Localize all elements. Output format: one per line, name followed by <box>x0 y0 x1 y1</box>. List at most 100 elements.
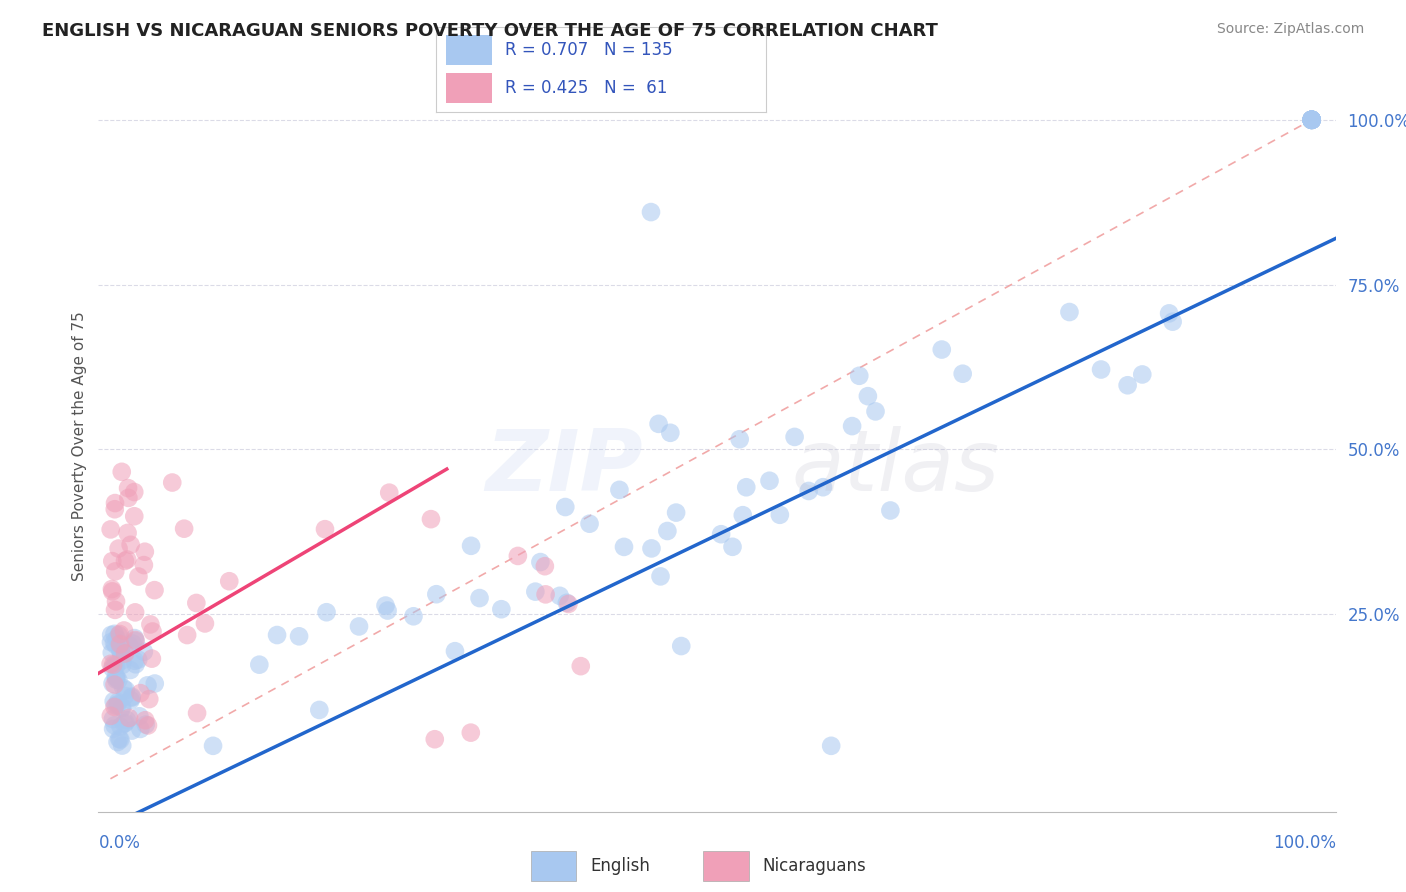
Point <box>841 419 863 434</box>
Point <box>101 582 124 596</box>
Point <box>186 596 208 610</box>
Point <box>425 587 447 601</box>
Point <box>110 641 132 656</box>
Point <box>671 639 693 653</box>
Point <box>314 522 336 536</box>
Point <box>124 654 146 668</box>
Point <box>769 508 792 522</box>
FancyBboxPatch shape <box>446 36 492 65</box>
Point <box>176 628 198 642</box>
Text: English: English <box>591 857 651 875</box>
Point <box>1130 368 1153 382</box>
Point <box>129 722 152 736</box>
Point <box>143 676 166 690</box>
Point <box>1301 112 1323 127</box>
Point <box>120 693 142 707</box>
Point <box>111 701 134 715</box>
Point <box>444 644 467 658</box>
Text: R = 0.707   N = 135: R = 0.707 N = 135 <box>505 41 673 59</box>
Point <box>1301 112 1323 127</box>
Point <box>640 205 662 219</box>
Point <box>108 627 131 641</box>
Point <box>569 659 592 673</box>
Point <box>103 678 125 692</box>
Point <box>111 653 134 667</box>
Point <box>1301 112 1323 127</box>
Point <box>107 628 129 642</box>
Point <box>1301 112 1323 127</box>
Point <box>141 651 163 665</box>
Point <box>728 432 751 446</box>
Point <box>1301 112 1323 127</box>
Point <box>1301 112 1323 127</box>
Point <box>124 632 146 647</box>
Point <box>134 713 156 727</box>
Point <box>132 558 155 573</box>
Point <box>865 404 887 418</box>
Point <box>378 485 401 500</box>
Point <box>127 653 149 667</box>
Point <box>665 506 688 520</box>
Point <box>100 523 122 537</box>
Point <box>879 503 901 517</box>
Point <box>460 539 482 553</box>
Point <box>315 605 337 619</box>
Point <box>721 540 744 554</box>
Point <box>115 713 138 727</box>
Point <box>120 538 142 552</box>
Point <box>529 555 551 569</box>
Point <box>114 647 136 661</box>
Point <box>124 606 146 620</box>
Point <box>117 481 139 495</box>
Point <box>735 480 758 494</box>
Point <box>506 549 529 563</box>
Point <box>162 475 184 490</box>
Point <box>118 711 141 725</box>
Point <box>111 658 134 673</box>
Point <box>534 559 557 574</box>
Point <box>931 343 953 357</box>
Point <box>103 694 125 708</box>
Point <box>848 368 870 383</box>
Point <box>104 670 127 684</box>
Point <box>136 718 159 732</box>
Point <box>104 698 127 713</box>
Point <box>112 624 135 638</box>
Point <box>657 524 679 538</box>
Point <box>1159 306 1181 320</box>
Point <box>111 647 134 661</box>
Point <box>557 597 579 611</box>
Point <box>731 508 754 523</box>
Point <box>186 706 208 720</box>
Point <box>650 569 672 583</box>
Point <box>103 635 125 649</box>
Point <box>121 690 143 704</box>
Point <box>104 496 127 510</box>
Point <box>121 690 143 705</box>
Point <box>247 657 270 672</box>
Point <box>124 631 146 645</box>
Point <box>1301 112 1323 127</box>
Point <box>118 638 141 652</box>
Point <box>110 643 132 657</box>
Point <box>1090 362 1112 376</box>
Point <box>1301 112 1323 127</box>
Point <box>555 596 578 610</box>
Point <box>1301 112 1323 127</box>
Point <box>101 661 124 675</box>
Point <box>578 516 600 531</box>
Text: atlas: atlas <box>792 426 1000 509</box>
Point <box>107 735 129 749</box>
Point <box>124 634 146 648</box>
Point <box>103 718 125 732</box>
Point <box>143 583 166 598</box>
Point <box>659 425 682 440</box>
Point <box>1301 112 1323 127</box>
Point <box>121 636 143 650</box>
Text: 0.0%: 0.0% <box>98 834 141 852</box>
Point <box>856 389 879 403</box>
Point <box>101 722 124 736</box>
Point <box>115 683 138 698</box>
Point <box>108 731 131 746</box>
Point <box>100 709 122 723</box>
